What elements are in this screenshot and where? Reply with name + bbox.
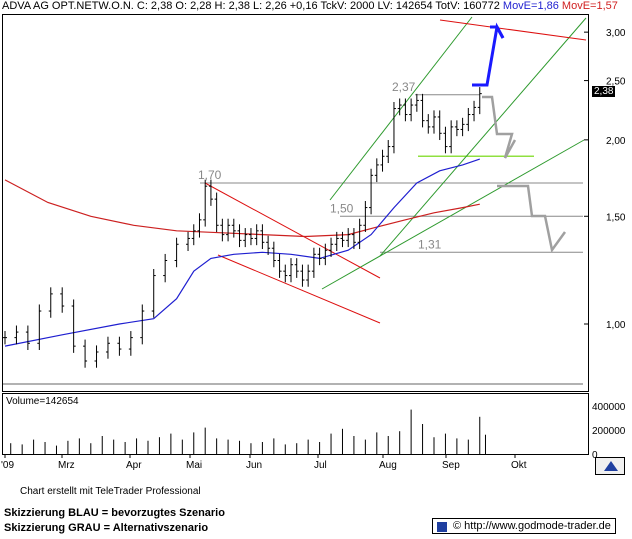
volume-label: Volume=142654 [6, 396, 79, 407]
y-tick-label: 2,00 [606, 136, 626, 147]
channel-up-lower [379, 17, 587, 257]
header-ma-slow: MovE=1,57 [561, 0, 618, 12]
legend-grey: Skizzierung GRAU = Alternativszenario [4, 522, 209, 534]
x-tick-label: Jun [246, 460, 262, 471]
volume-tick-label: 400000 [592, 402, 626, 413]
scenario-blue-arrowhead [490, 25, 505, 39]
scenario-blue-path [472, 22, 505, 87]
level-label: 2,37 [392, 80, 416, 94]
price-panel [2, 14, 589, 392]
x-tick-label: Sep [442, 460, 460, 471]
website-text: © http://www.godmode-trader.de [453, 520, 611, 532]
y-tick-label: 3,00 [606, 28, 626, 39]
x-tick-label: Jul [314, 460, 327, 471]
y-tick-label: 1,50 [606, 212, 626, 223]
volume-tick-label: 200000 [592, 426, 626, 437]
chart-canvas: 1,00 1,50 2,00 2,50 3,00 '09 Mrz Apr Mai Jun Jul Au… [1, 16, 626, 471]
level-label: 1,70 [198, 168, 222, 182]
ma-fast-line [4, 158, 480, 347]
header-quote: ADVA AG OPT.NETW.O.N. C: 2,38 O: 2,28 H:… [2, 0, 500, 12]
ma-slow-line [4, 179, 480, 238]
scroll-right-button[interactable] [595, 457, 625, 475]
y-tick-label: 1,00 [606, 320, 626, 331]
x-tick-label: Okt [511, 460, 527, 471]
legend-blue: Skizzierung BLAU = bevorzugtes Szenario [4, 507, 225, 519]
level-label: 1,50 [330, 201, 354, 215]
y-tick-label: 2,50 [606, 77, 626, 88]
volume-tick-label: 0 [592, 450, 598, 461]
website-link[interactable]: © http://www.godmode-trader.de [432, 518, 616, 534]
website-logo-icon [437, 522, 447, 532]
chart-credit: Chart erstellt mit TeleTrader Profession… [20, 486, 201, 497]
channel-down-upper [204, 182, 381, 279]
chart-header: ADVA AG OPT.NETW.O.N. C: 2,38 O: 2,28 H:… [2, 0, 618, 12]
channel-up-upper [329, 16, 473, 201]
scenario-grey-path-2 [497, 184, 567, 254]
arrow-icon [604, 461, 618, 471]
header-ma-fast: MovE=1,86 [502, 0, 559, 12]
x-tick-label: Mrz [58, 460, 75, 471]
channel-down-lower [217, 254, 381, 324]
volume-panel [2, 393, 589, 455]
x-tick-label: Aug [379, 460, 397, 471]
trend-support-line [321, 139, 585, 290]
x-tick-label: '09 [1, 460, 14, 471]
resistance-line [439, 19, 587, 41]
x-tick-label: Mai [186, 460, 202, 471]
last-price-box: 2,38 [592, 86, 616, 97]
x-tick-label: Apr [126, 460, 142, 471]
level-label: 1,31 [418, 237, 442, 251]
scenario-grey-path-1 [482, 95, 517, 159]
